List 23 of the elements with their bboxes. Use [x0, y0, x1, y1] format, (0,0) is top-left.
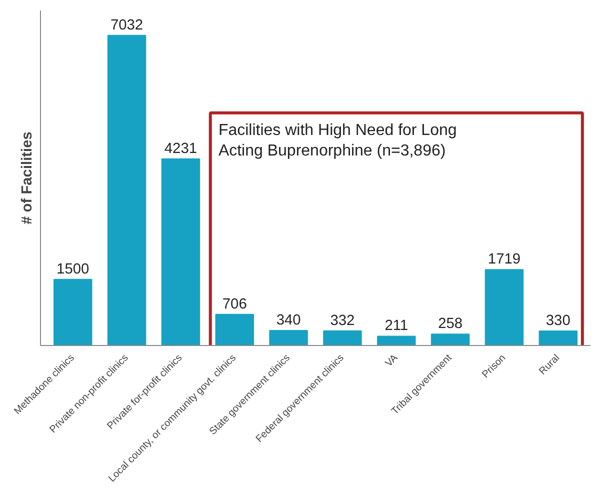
data-label: 258 [438, 316, 463, 332]
bar [161, 158, 200, 346]
data-label: 7032 [110, 17, 144, 34]
data-label: 706 [222, 296, 247, 312]
x-tick-label: VA [384, 352, 401, 370]
data-label: 4231 [164, 140, 198, 157]
bar [377, 336, 416, 346]
y-axis-title: # of Facilities [20, 132, 36, 224]
data-label: 330 [546, 312, 570, 329]
data-label: 340 [276, 312, 301, 328]
bar [215, 314, 254, 346]
bar [53, 278, 92, 346]
bar [269, 330, 308, 346]
data-label: 1500 [56, 261, 90, 278]
bar [538, 330, 578, 346]
data-label: 1719 [488, 252, 521, 268]
data-label: 332 [330, 312, 355, 329]
annotation: Facilities with High Need for Long Acting Buprenorphine (n=3,896) [218, 122, 457, 160]
bar [484, 269, 524, 346]
data-label: 211 [384, 318, 408, 334]
bar [107, 34, 146, 346]
bar [430, 334, 470, 346]
bar [323, 330, 362, 346]
